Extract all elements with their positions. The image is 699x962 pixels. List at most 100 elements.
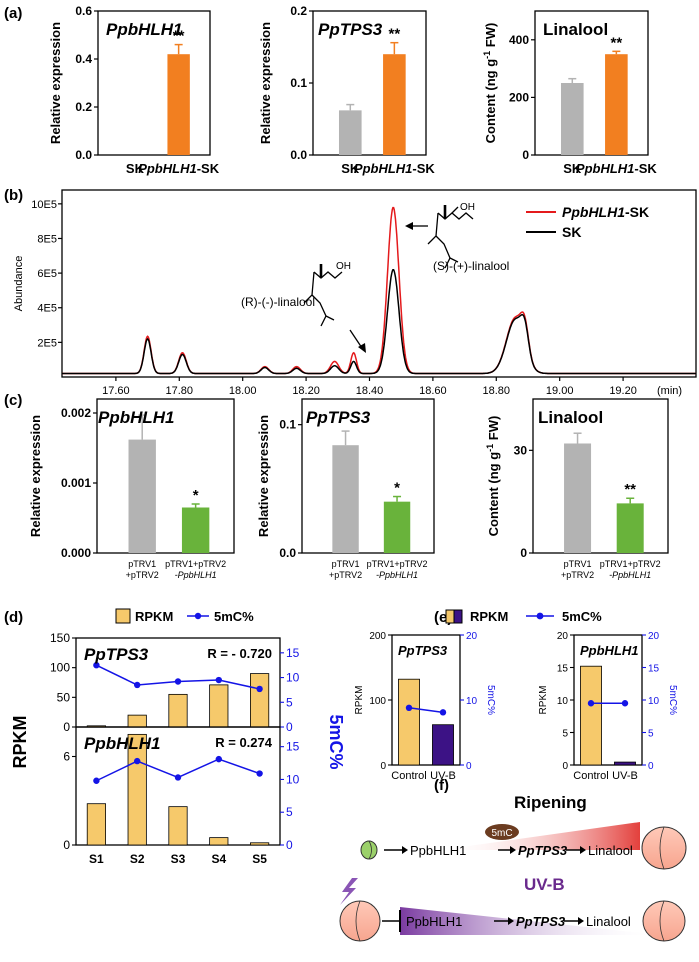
- svg-text:OH: OH: [460, 202, 475, 213]
- mc-point: [439, 709, 447, 716]
- y-tick-label: 6E5: [37, 268, 57, 280]
- ripening-product: Linalool: [588, 843, 633, 858]
- x-tick-label: 19.00: [546, 385, 574, 397]
- diagram-f: Ripening PpbHLH1 5mC PpTPS3 Linalool UV-…: [339, 793, 687, 942]
- x-tick-label: -PpbHLH1: [609, 570, 651, 580]
- subplot-title: PpbHLH1: [580, 643, 639, 658]
- y2-tick-label: 0: [466, 761, 472, 772]
- y2-tick-label: 15: [286, 646, 300, 660]
- bar: [167, 54, 190, 156]
- mc-point: [405, 704, 413, 711]
- mc-point: [256, 685, 263, 693]
- uvb-gradient: [400, 907, 660, 935]
- y-axis-label: Content (ng g-1 FW): [485, 416, 501, 537]
- x-tick-label: pTRV1+pTRV2: [367, 559, 428, 569]
- x-tick-label: 18.20: [292, 385, 320, 397]
- plot-frame: [96, 398, 235, 554]
- x-tick-label: pTRV1: [128, 559, 156, 569]
- significance-mark: *: [193, 487, 199, 504]
- bar: [168, 806, 188, 846]
- panel-label-c: (c): [4, 392, 22, 409]
- legend-swatch-uvb: [453, 609, 463, 624]
- legend-label: RPKM: [470, 609, 508, 624]
- bar: [128, 439, 156, 553]
- bar: [338, 110, 362, 155]
- panel-label-f: (f): [434, 777, 449, 794]
- x-tick-label: SK: [126, 161, 145, 176]
- x-tick-label: SK: [563, 161, 582, 176]
- x-tick-label: pTRV1+pTRV2: [600, 559, 661, 569]
- legend-label: 5mC%: [214, 609, 254, 624]
- x-tick-label: UV-B: [430, 770, 456, 782]
- x-tick-label: S3: [171, 852, 186, 866]
- y-tick-label: 30: [514, 443, 528, 457]
- y-tick-label: 0.001: [61, 476, 91, 490]
- bar: [560, 83, 584, 155]
- correlation-label: R = 0.274: [215, 735, 273, 750]
- bar: [209, 684, 229, 728]
- uvb-end-peach-icon: [642, 900, 686, 942]
- uvb-product: Linalool: [586, 914, 631, 929]
- y-tick-label: 5: [562, 729, 568, 740]
- x-tick-label: pTRV1: [564, 559, 592, 569]
- chart-c-ppbhlh1: 0.0000.0010.002pTRV1+pTRV2*pTRV1+pTRV2-P…: [28, 398, 235, 580]
- mc-point: [134, 757, 141, 765]
- y-tick-label: 0.0: [75, 148, 92, 162]
- x-axis-label: (min): [657, 385, 682, 397]
- y-tick-label: 0: [63, 720, 70, 734]
- chart-a-ppbhlh1: 0.0 0.2 0.4 0.6 SK ** PpbHLH1-SK PpbHLH1 Relativ…: [48, 4, 220, 176]
- x-tick-label: +pTRV2: [561, 570, 594, 580]
- bar: [605, 54, 628, 156]
- x-tick-label: UV-B: [612, 770, 638, 782]
- chart-title: PpTPS3: [318, 20, 383, 39]
- bar: [168, 693, 188, 728]
- y2-tick-label: 0: [286, 720, 293, 734]
- unripe-fruit-icon: [360, 840, 378, 860]
- x-tick-label: SK: [341, 161, 360, 176]
- y2-tick-label: 5: [648, 729, 654, 740]
- bar: [383, 501, 411, 553]
- y-tick-label: 4E5: [37, 303, 57, 315]
- significance-mark: **: [173, 28, 185, 45]
- x-tick-label: pTRV1+pTRV2: [165, 559, 226, 569]
- mc-point: [93, 661, 100, 669]
- y-tick-label: 0.1: [290, 76, 307, 90]
- uvb-label: UV-B: [524, 875, 565, 894]
- bar: [383, 54, 406, 156]
- annotation-s-linalool: (S)-(+)-linalool: [433, 259, 509, 273]
- ripening-gene1: PpbHLH1: [410, 843, 466, 858]
- y-axis-label: Abundance: [13, 256, 25, 312]
- correlation-label: R = - 0.720: [207, 646, 272, 661]
- bar: [181, 507, 210, 553]
- y-tick-label: 0.000: [61, 546, 91, 560]
- x-tick-label: Control: [573, 770, 608, 782]
- x-tick-label: -PpbHLH1: [175, 570, 217, 580]
- bar: [250, 842, 270, 846]
- legend-label: 5mC%: [562, 609, 602, 624]
- bar: [127, 714, 147, 728]
- x-tick-label: S1: [89, 852, 104, 866]
- mc-point: [256, 770, 263, 777]
- y2-tick-label: 20: [648, 631, 660, 642]
- y2-tick-label: 0: [286, 838, 293, 852]
- plot-frame: [97, 10, 211, 156]
- y-tick-label: 0.0: [279, 546, 296, 560]
- legend-swatch-5mc-point: [194, 612, 202, 620]
- annotation-r-linalool: (R)-(-)-linalool: [241, 295, 315, 309]
- uvb-peach-icon: [339, 900, 381, 942]
- y-tick-label: 8E5: [37, 233, 57, 245]
- mc-point: [587, 700, 595, 707]
- y-tick-label: 50: [57, 690, 71, 704]
- y-axis-label: Relative expression: [48, 22, 63, 144]
- x-tick-label: PpbHLH1-SK: [138, 161, 220, 176]
- y-tick-label: 400: [509, 33, 529, 47]
- subplot-title: PpTPS3: [398, 643, 448, 658]
- y-tick-label: 200: [369, 631, 386, 642]
- bar: [86, 803, 106, 846]
- y2-tick-label: 15: [648, 664, 660, 675]
- x-tick-label: S5: [252, 852, 267, 866]
- y2-tick-label: 10: [286, 772, 300, 786]
- y-tick-label: 200: [509, 90, 529, 104]
